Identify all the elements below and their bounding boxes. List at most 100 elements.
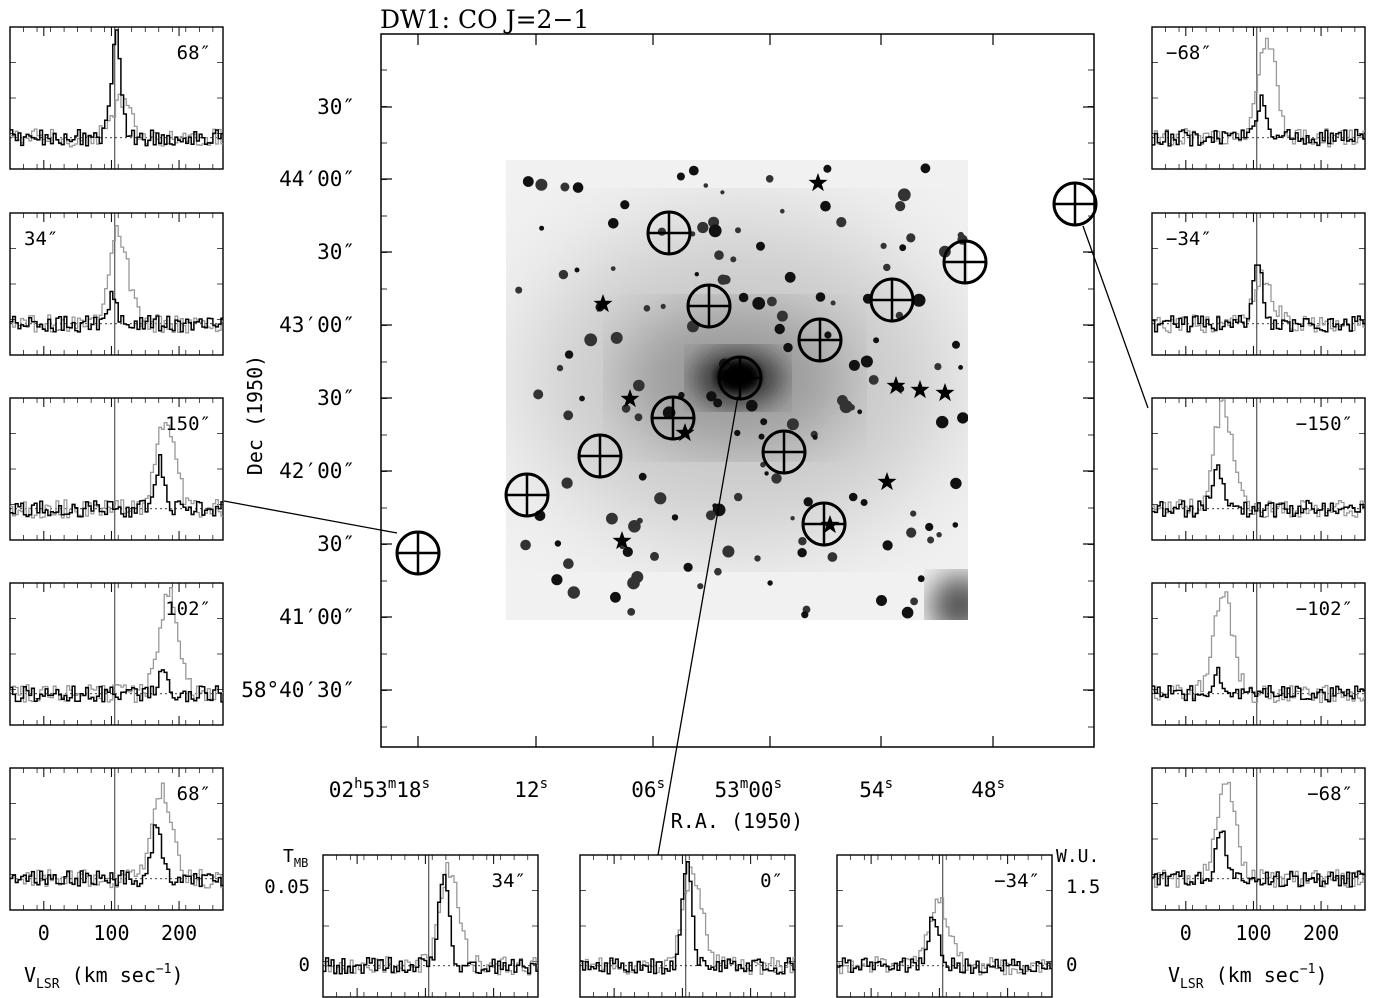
field-star [758, 433, 765, 440]
star-marker [612, 531, 632, 550]
dec-axis-label: Dec (1950) [243, 355, 267, 475]
field-star [628, 520, 641, 533]
beam-marker [686, 283, 732, 329]
field-star [697, 221, 709, 234]
connector-line [657, 395, 739, 856]
vlsr-tick-label: 200 [1303, 921, 1339, 945]
field-star [551, 574, 563, 586]
dec-tick-label: 41′00″ [279, 605, 355, 629]
field-star [912, 293, 926, 307]
field-star [752, 297, 766, 310]
field-star [823, 164, 832, 173]
field-star [760, 461, 766, 468]
field-star [561, 477, 573, 489]
co-spectrum [10, 290, 223, 333]
offset-label: −102″ [1296, 598, 1353, 620]
offset-label: 102″ [165, 598, 211, 620]
field-star [917, 575, 925, 583]
field-star [535, 178, 548, 191]
dec-tick-label: 58°40′30″ [241, 678, 355, 702]
connector-lines [223, 225, 1149, 856]
ra-tick-label: 48s [971, 776, 1005, 802]
co-spectrum [10, 824, 223, 888]
field-star [910, 510, 917, 517]
field-star [643, 305, 651, 312]
spectrum-panel: 68″ [9, 767, 224, 911]
offset-label: 0″ [760, 870, 783, 892]
offset-label: 68″ [177, 783, 211, 805]
hi-spectrum [10, 421, 223, 519]
star-marker [808, 173, 828, 192]
spectra-panels: 68″ 34″ 150″ 102″ 68″ 34″ 0″ −34″ −68″ −34″ −150″ −… [9, 26, 1366, 998]
beam-marker [1052, 181, 1098, 227]
field-star [638, 472, 647, 481]
beam-positions [395, 181, 1098, 576]
field-star [606, 512, 618, 525]
field-star [554, 540, 562, 547]
dec-tick-label: 30″ [317, 386, 355, 410]
tmb-label: TMB [283, 846, 308, 870]
field-star [895, 201, 906, 212]
field-star [705, 510, 716, 521]
spectrum-panel: −34″ [836, 854, 1053, 998]
field-star [746, 399, 758, 412]
spectrum-panel: −68″ [1151, 26, 1366, 170]
beam-marker [761, 429, 807, 475]
star-marker [935, 383, 955, 402]
field-star [650, 551, 659, 561]
field-star [880, 242, 887, 249]
field-star [776, 310, 788, 322]
ra-tick-label: 02h53m18s [329, 776, 430, 802]
dec-tick-label: 44′00″ [279, 167, 355, 191]
field-star [556, 364, 564, 372]
connector-line [223, 500, 398, 534]
field-star [936, 415, 949, 429]
field-star [925, 522, 934, 532]
field-star [703, 183, 709, 188]
svg-text:TMB: TMB [283, 846, 308, 870]
field-star [783, 342, 793, 353]
field-star [927, 536, 935, 544]
offset-label: 34″ [24, 228, 58, 250]
field-star [560, 182, 570, 192]
field-star [622, 546, 633, 558]
field-star [714, 250, 724, 260]
field-star [610, 591, 621, 603]
ra-axis: 02h53m18s 12s 06s 53m00s 54s 48s [329, 34, 1005, 802]
svg-text:VLSR (km sec−1): VLSR (km sec−1) [24, 962, 184, 992]
field-star [558, 269, 569, 280]
field-star [767, 296, 777, 307]
field-star [722, 545, 735, 558]
field-star [780, 208, 785, 214]
offset-label: 34″ [492, 870, 526, 892]
field-star [837, 395, 848, 406]
ra-tick-label: 12s [514, 776, 548, 802]
star-marker [886, 376, 906, 395]
field-star [906, 527, 917, 538]
field-star [735, 227, 741, 234]
offset-label: −34″ [1166, 228, 1212, 250]
field-star [848, 492, 858, 502]
dec-tick-label: 30″ [317, 95, 355, 119]
vlsr-tick-label: 200 [161, 921, 197, 945]
vlsr-label-left: VLSR (km sec−1) [24, 962, 184, 992]
field-star [633, 379, 645, 392]
field-star [713, 398, 723, 408]
field-star [620, 200, 630, 210]
field-star [579, 395, 585, 402]
beam-marker [650, 395, 696, 441]
field-star [717, 274, 728, 285]
vlsr-label-right: VLSR (km sec−1) [1168, 962, 1328, 992]
beam-marker [942, 239, 988, 285]
ra-tick-label: 54s [859, 776, 893, 802]
field-star [950, 477, 962, 490]
co-spectrum [10, 29, 223, 147]
field-star [774, 323, 785, 335]
field-star [934, 363, 942, 371]
field-star [957, 231, 964, 239]
co-spectrum [1152, 94, 1365, 147]
field-star [784, 271, 796, 283]
field-star [836, 217, 847, 228]
field-star [567, 586, 580, 599]
beam-marker [801, 501, 847, 547]
